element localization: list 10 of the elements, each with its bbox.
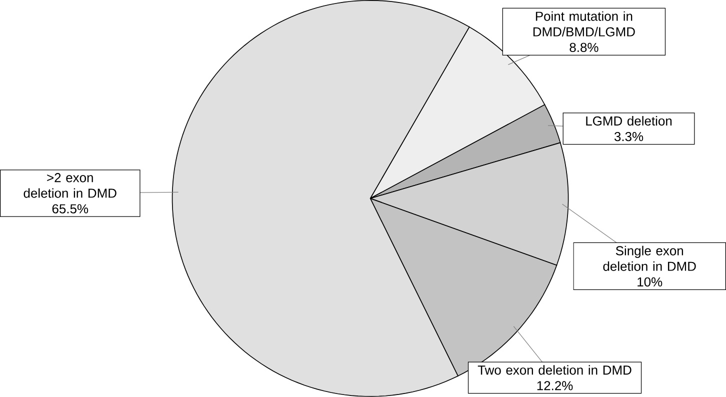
- slice-label: LGMD deletion: [586, 116, 672, 126]
- data-label: 3.3%: [614, 132, 644, 142]
- data-label: 8.8%: [570, 42, 598, 52]
- data-label: 65.5%: [52, 204, 88, 214]
- slice-label: Point mutation in DMD/BMD/LGMD: [533, 11, 635, 37]
- data-label: 12.2%: [537, 381, 573, 390]
- slice-label: Two exon deletion in DMD: [478, 365, 632, 375]
- slice-label: >2 exon deletion in DMD: [24, 173, 116, 198]
- data-label: 10%: [638, 277, 662, 287]
- slice-label: Single exon deletion in DMD: [603, 246, 696, 272]
